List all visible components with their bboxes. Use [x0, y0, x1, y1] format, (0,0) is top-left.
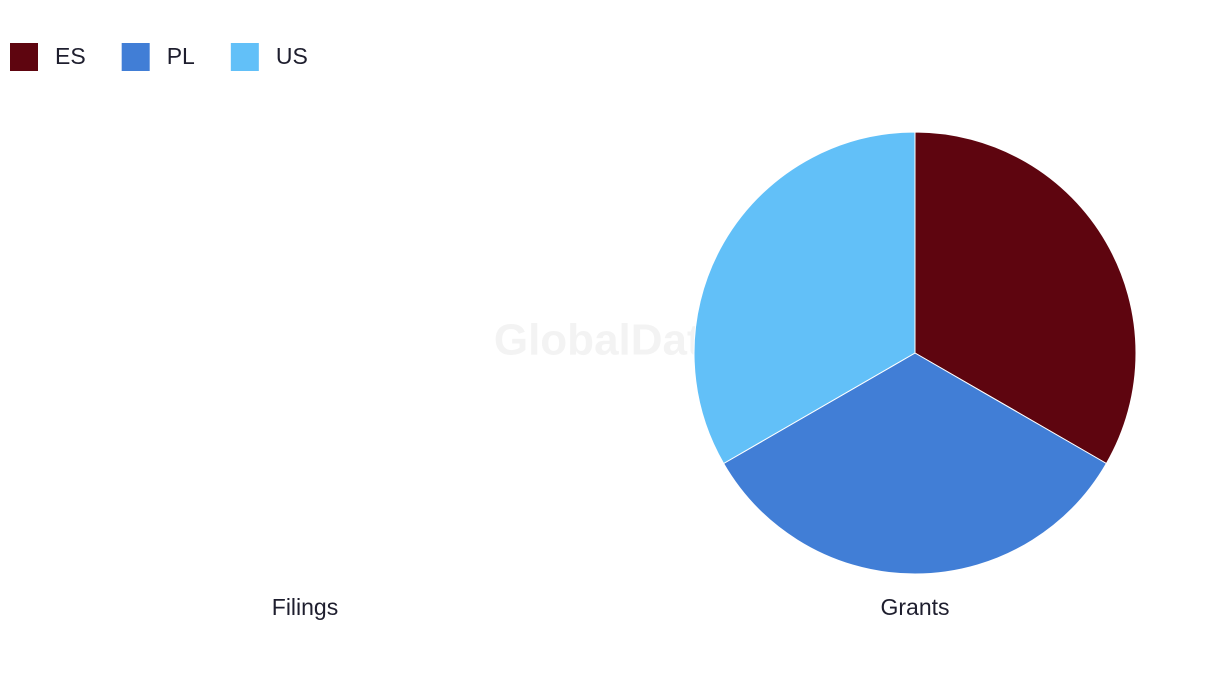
- pie-title: Filings: [272, 594, 338, 620]
- legend-label: PL: [167, 43, 195, 69]
- watermark: GlobalData: [494, 316, 727, 365]
- legend-swatch: [121, 43, 150, 71]
- pie-slice: [693, 131, 916, 465]
- legend-label: ES: [55, 43, 86, 69]
- pie-title: Grants: [880, 594, 949, 620]
- pie-slice: [914, 131, 1137, 465]
- legend-label: US: [276, 43, 308, 69]
- legend-swatch: [230, 43, 259, 71]
- legend-swatch: [10, 43, 38, 71]
- pie-slice: [722, 352, 1108, 575]
